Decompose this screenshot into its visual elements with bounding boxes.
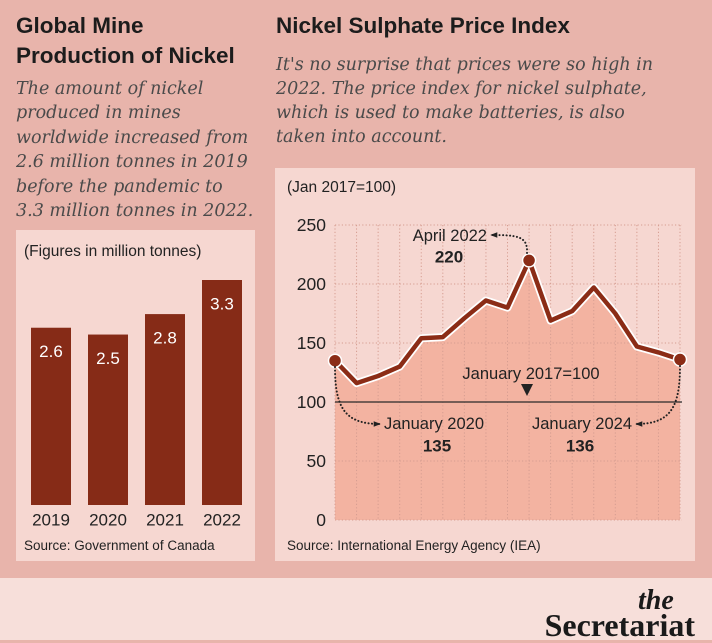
description-line: 3.3 million tonnes in 2022. — [16, 199, 253, 223]
production-title-line: Production of Nickel — [16, 41, 235, 71]
annotation-value-january-2024: 136 — [566, 437, 594, 456]
production-title: Global Mine Production of Nickel — [16, 11, 235, 71]
description-line: which is used to make batteries, is also — [276, 101, 653, 125]
y-tick-label-100: 100 — [297, 392, 326, 412]
price-index-title: Nickel Sulphate Price Index — [276, 11, 570, 41]
description-line: produced in mines — [16, 101, 253, 125]
description-line: 2022. The price index for nickel sulphat… — [276, 77, 653, 101]
description-line: The amount of nickel — [16, 77, 253, 101]
highlight-point-marker — [674, 353, 687, 366]
description-line: before the pandemic to — [16, 175, 253, 199]
highlight-point-marker — [329, 354, 342, 367]
y-tick-label-0: 0 — [316, 510, 326, 530]
production-description: The amount of nickel produced in mines w… — [16, 77, 253, 223]
annotation-value-april-2022: 220 — [435, 248, 463, 267]
description-line: It's no surprise that prices were so hig… — [276, 53, 653, 77]
annotation-label-april-2022: April 2022 — [413, 227, 487, 245]
bar-value-label-2020: 2.5 — [96, 349, 120, 368]
footer-bar: the Secretariat — [0, 578, 712, 640]
bar-value-label-2022: 3.3 — [210, 295, 234, 314]
source-note: Source: Government of Canada — [24, 537, 215, 554]
highlight-point-marker — [523, 254, 536, 267]
y-tick-label-150: 150 — [297, 333, 326, 353]
price-index-area-chart: 0 50 100 150 200 250 January 2017=100 April 2… — [275, 168, 695, 561]
annotation-arrow-april-2022 — [491, 235, 527, 253]
bar-value-label-2019: 2.6 — [39, 342, 63, 361]
production-bar-chart: 2.6 2019 2.5 2020 2.8 2021 3.3 2022 — [16, 230, 255, 561]
reference-line-label: January 2017=100 — [462, 365, 599, 383]
x-tick-label-2021: 2021 — [146, 511, 184, 530]
secretariat-logo: Secretariat — [545, 610, 695, 640]
bar-value-label-2021: 2.8 — [153, 329, 177, 348]
description-line: worldwide increased from — [16, 126, 253, 150]
annotation-label-january-2024: January 2024 — [532, 415, 632, 433]
y-tick-label-50: 50 — [307, 451, 327, 471]
annotation-label-january-2020: January 2020 — [384, 415, 484, 433]
x-tick-label-2022: 2022 — [203, 511, 241, 530]
x-tick-label-2019: 2019 — [32, 511, 70, 530]
bar-2022 — [202, 280, 242, 505]
description-line: 2.6 million tonnes in 2019 — [16, 150, 253, 174]
y-tick-label-250: 250 — [297, 215, 326, 235]
source-note: Source: International Energy Agency (IEA… — [287, 537, 541, 554]
x-tick-label-2020: 2020 — [89, 511, 127, 530]
annotation-value-january-2020: 135 — [423, 437, 451, 456]
y-tick-label-200: 200 — [297, 274, 326, 294]
price-index-description: It's no surprise that prices were so hig… — [276, 53, 653, 149]
description-line: taken into account. — [276, 125, 653, 149]
production-title-line: Global Mine — [16, 11, 235, 41]
